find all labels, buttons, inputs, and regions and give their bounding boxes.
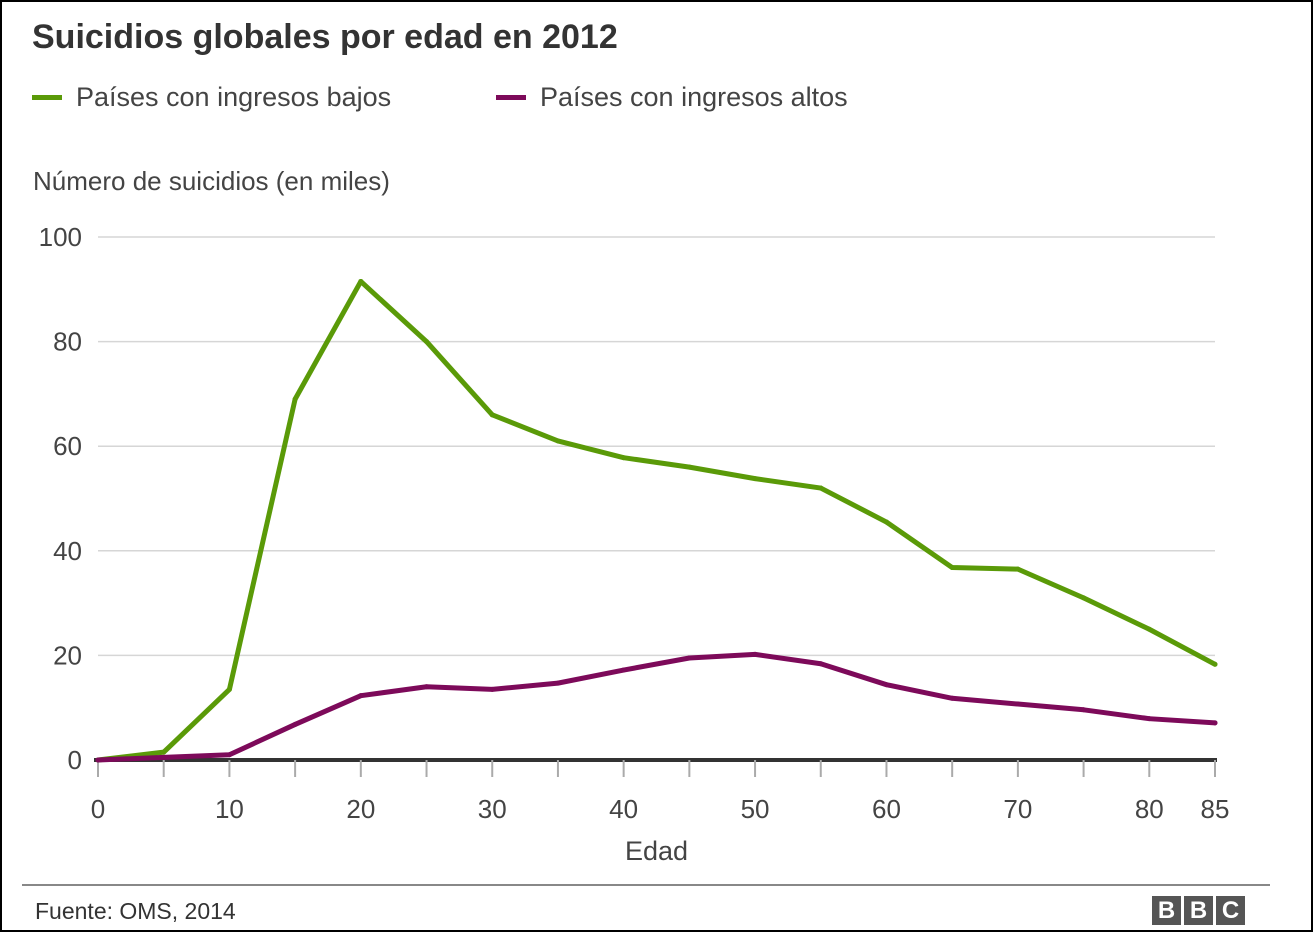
- data-point-low-income: [686, 464, 692, 470]
- x-tick-label: 10: [215, 794, 244, 824]
- data-point-low-income: [489, 412, 495, 418]
- x-axis: [94, 758, 1217, 777]
- legend-swatch-low-income: [32, 94, 62, 100]
- data-point-low-income: [1212, 661, 1218, 667]
- series-lines: [95, 278, 1218, 763]
- data-point-low-income: [949, 565, 955, 571]
- bbc-logo-letter: B: [1152, 896, 1181, 925]
- data-point-low-income: [621, 455, 627, 461]
- bbc-logo-letter: C: [1216, 896, 1245, 925]
- data-point-high-income: [95, 757, 101, 763]
- bbc-logo-letter: B: [1184, 896, 1213, 925]
- data-point-high-income: [161, 754, 167, 760]
- data-point-high-income: [818, 661, 824, 667]
- y-tick-label: 60: [53, 431, 82, 461]
- x-tick-label: 50: [741, 794, 770, 824]
- data-point-high-income: [1015, 701, 1021, 707]
- data-point-low-income: [292, 396, 298, 402]
- y-tick-label: 80: [53, 327, 82, 357]
- x-tick-label: 70: [1003, 794, 1032, 824]
- data-point-low-income: [1146, 626, 1152, 632]
- series-line-low-income: [95, 278, 1218, 763]
- data-point-high-income: [226, 752, 232, 758]
- series-line-high-income: [95, 651, 1218, 763]
- tick-labels: 0 20 40 60 80 100 0 10 20 30 40 50 60 70 80 85: [39, 222, 1230, 824]
- data-point-low-income: [818, 485, 824, 491]
- data-point-low-income: [555, 438, 561, 444]
- y-tick-label: 0: [68, 745, 82, 775]
- x-tick-label: 20: [346, 794, 375, 824]
- data-point-low-income: [752, 476, 758, 482]
- data-point-high-income: [883, 682, 889, 688]
- data-point-low-income: [1015, 566, 1021, 572]
- x-tick-label: 85: [1201, 794, 1230, 824]
- data-point-high-income: [1081, 707, 1087, 713]
- data-point-low-income: [161, 749, 167, 755]
- x-tick-label: 40: [609, 794, 638, 824]
- legend-label-high-income: Países con ingresos altos: [540, 81, 848, 112]
- chart-title: Suicidios globales por edad en 2012: [32, 18, 618, 56]
- x-tick-label: 80: [1135, 794, 1164, 824]
- data-point-high-income: [489, 686, 495, 692]
- legend-item-high-income: Países con ingresos altos: [496, 80, 848, 114]
- data-point-low-income: [358, 278, 364, 284]
- data-point-high-income: [292, 721, 298, 727]
- x-tick-label: 30: [478, 794, 507, 824]
- x-axis-title: Edad: [625, 836, 688, 866]
- y-tick-label: 20: [53, 640, 82, 670]
- data-point-high-income: [949, 695, 955, 701]
- data-point-high-income: [1146, 716, 1152, 722]
- data-point-low-income: [226, 686, 232, 692]
- data-point-high-income: [424, 684, 430, 690]
- y-tick-label: 40: [53, 536, 82, 566]
- x-tick-label: 0: [91, 794, 105, 824]
- bbc-logo: B B C: [1152, 896, 1245, 925]
- source-note: Fuente: OMS, 2014: [35, 898, 236, 924]
- data-point-high-income: [358, 693, 364, 699]
- y-tick-label: 100: [39, 222, 82, 252]
- data-point-high-income: [621, 667, 627, 673]
- data-point-low-income: [424, 339, 430, 345]
- footer-divider: [22, 884, 1270, 886]
- data-point-high-income: [555, 680, 561, 686]
- legend-label-low-income: Países con ingresos bajos: [76, 81, 392, 112]
- y-axis-title: Número de suicidios (en miles): [33, 166, 390, 196]
- data-point-low-income: [883, 519, 889, 525]
- data-point-high-income: [752, 651, 758, 657]
- gridlines: [98, 236, 1215, 657]
- data-point-high-income: [686, 655, 692, 661]
- data-point-high-income: [1212, 720, 1218, 726]
- legend-item-low-income: Países con ingresos bajos: [32, 80, 391, 114]
- x-tick-label: 60: [872, 794, 901, 824]
- legend-swatch-high-income: [496, 94, 526, 100]
- data-point-low-income: [1081, 595, 1087, 601]
